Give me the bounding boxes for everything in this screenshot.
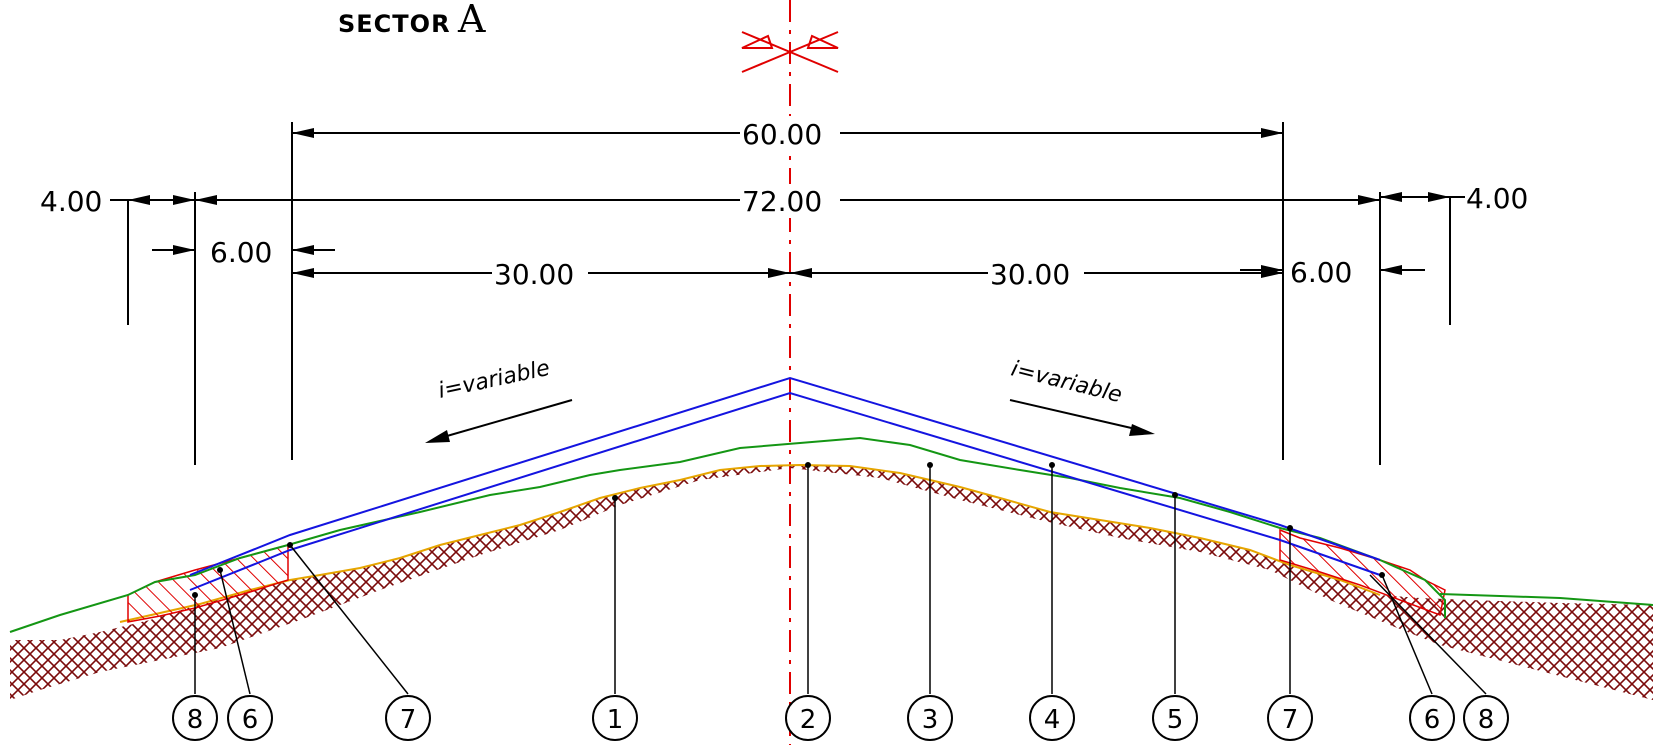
title-letter: A [457,0,486,41]
drawing-title: SECTOR A [338,0,486,41]
dimension-right-offset: 6.00 [1240,256,1425,289]
axis-symbol-icon [741,31,839,73]
dimension-right-half-label: 30.00 [990,258,1070,291]
terrain-ground [10,465,1653,700]
callout-label: 5 [1167,705,1184,735]
callout-marker: 6 [1409,695,1455,741]
slope-right: i=variable [1009,357,1155,436]
callout-label: 7 [1282,705,1299,735]
terrain-edge-line [119,463,1381,623]
dimension-left-shoulder: 4.00 [40,185,195,325]
callout-marker: 5 [1152,695,1198,741]
callout-label: 8 [187,705,204,735]
callout-label: 6 [1424,705,1441,735]
dimension-right-shoulder-label: 4.00 [1466,182,1528,215]
dimension-left-half-label: 30.00 [494,258,574,291]
subgrade-line [9,436,1446,633]
callout-label: 3 [922,705,939,735]
dimension-right-offset-label: 6.00 [1290,256,1352,289]
dimension-top-width-label: 60.00 [742,118,822,151]
callout-label: 4 [1044,705,1061,735]
dimension-right-shoulder: 4.00 [1380,182,1528,325]
callout-marker: 2 [785,695,831,741]
dimension-top-width: 60.00 [291,116,1284,460]
dimension-left-offset-label: 6.00 [210,236,272,269]
dimension-right-half: 30.00 [790,258,1283,291]
callout-marker: 4 [1029,695,1075,741]
dimension-left-half: 30.00 [292,258,790,291]
slope-left-label: i=variable [436,356,552,404]
callout-label: 7 [400,705,417,735]
dimension-left-shoulder-label: 4.00 [40,185,102,218]
callout-marker: 8 [1463,695,1509,741]
leader-lines [194,465,1487,695]
fill-area-right [1279,528,1446,617]
dimension-total-width-label: 72.00 [742,185,822,218]
callout-label: 1 [607,705,624,735]
title-prefix: SECTOR [338,10,451,38]
callout-marker: 3 [907,695,953,741]
slope-left: i=variable [425,356,573,443]
top-surface-upper [189,376,1381,576]
slope-right-label: i=variable [1009,357,1125,409]
ground-line-right [1439,593,1653,606]
top-surface-lower [189,391,1381,591]
callout-marker: 8 [172,695,218,741]
callout-marker: 7 [1267,695,1313,741]
callout-marker: 7 [385,695,431,741]
dimension-left-offset: 6.00 [152,236,335,269]
callout-label: 2 [800,705,817,735]
callout-label: 6 [242,705,259,735]
callout-marker: 6 [227,695,273,741]
dimension-total-width: 72.00 [194,184,1381,465]
leader-points [192,462,1385,598]
callout-label: 8 [1478,705,1495,735]
callout-marker: 1 [592,695,638,741]
